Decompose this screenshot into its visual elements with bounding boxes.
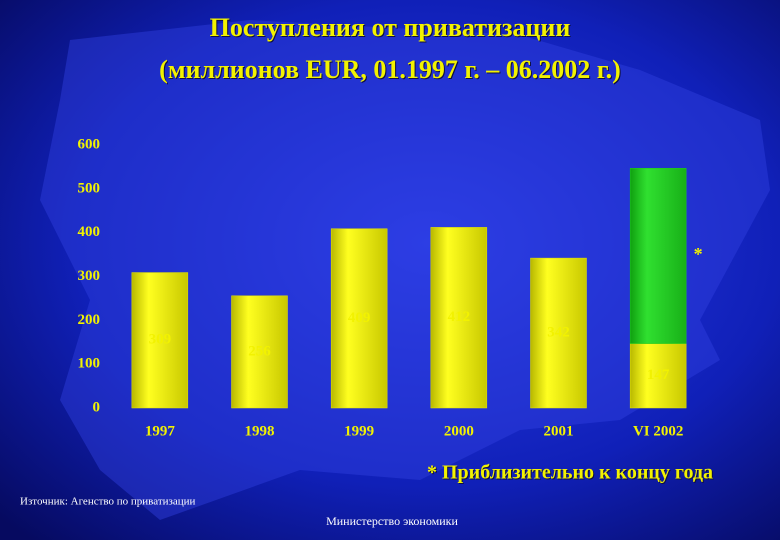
bar [231,295,288,409]
x-tick-label: 2001 [544,423,574,439]
y-tick-label: 300 [78,268,101,284]
x-tick-label: 1998 [245,423,275,439]
y-tick-label: 500 [78,180,101,196]
bar [629,343,687,409]
footnote: * Приблизительно к концу года [427,462,713,484]
chart-title: Поступления от приватизации [210,13,571,42]
data-label: 412 [448,309,471,325]
bar [530,257,587,409]
y-tick-label: 100 [78,356,101,372]
x-tick-label: VI 2002 [633,423,683,439]
x-tick-label: 2000 [444,423,474,439]
y-tick-label: 600 [78,136,101,152]
y-tick-label: 0 [93,399,101,415]
x-tick-label: 1999 [344,423,374,439]
data-label: 147 [647,367,670,383]
annotation: * [694,244,703,264]
footer: Министерство экономики [326,514,458,528]
x-tick-label: 1997 [145,423,176,439]
data-label: 409 [348,310,371,326]
bar [629,167,687,344]
data-label: 256 [248,343,271,359]
chart-subtitle: (миллионов EUR, 01.1997 г. – 06.2002 г.) [159,55,621,84]
y-tick-label: 200 [78,312,101,328]
y-tick-label: 400 [78,224,101,240]
data-label: 309 [149,332,172,348]
map-shape [40,20,770,520]
data-label: 342 [547,324,570,340]
bar [430,227,488,409]
source: Източник: Агенство по приватизации [20,496,196,508]
bar [131,272,189,409]
bar [330,228,388,409]
